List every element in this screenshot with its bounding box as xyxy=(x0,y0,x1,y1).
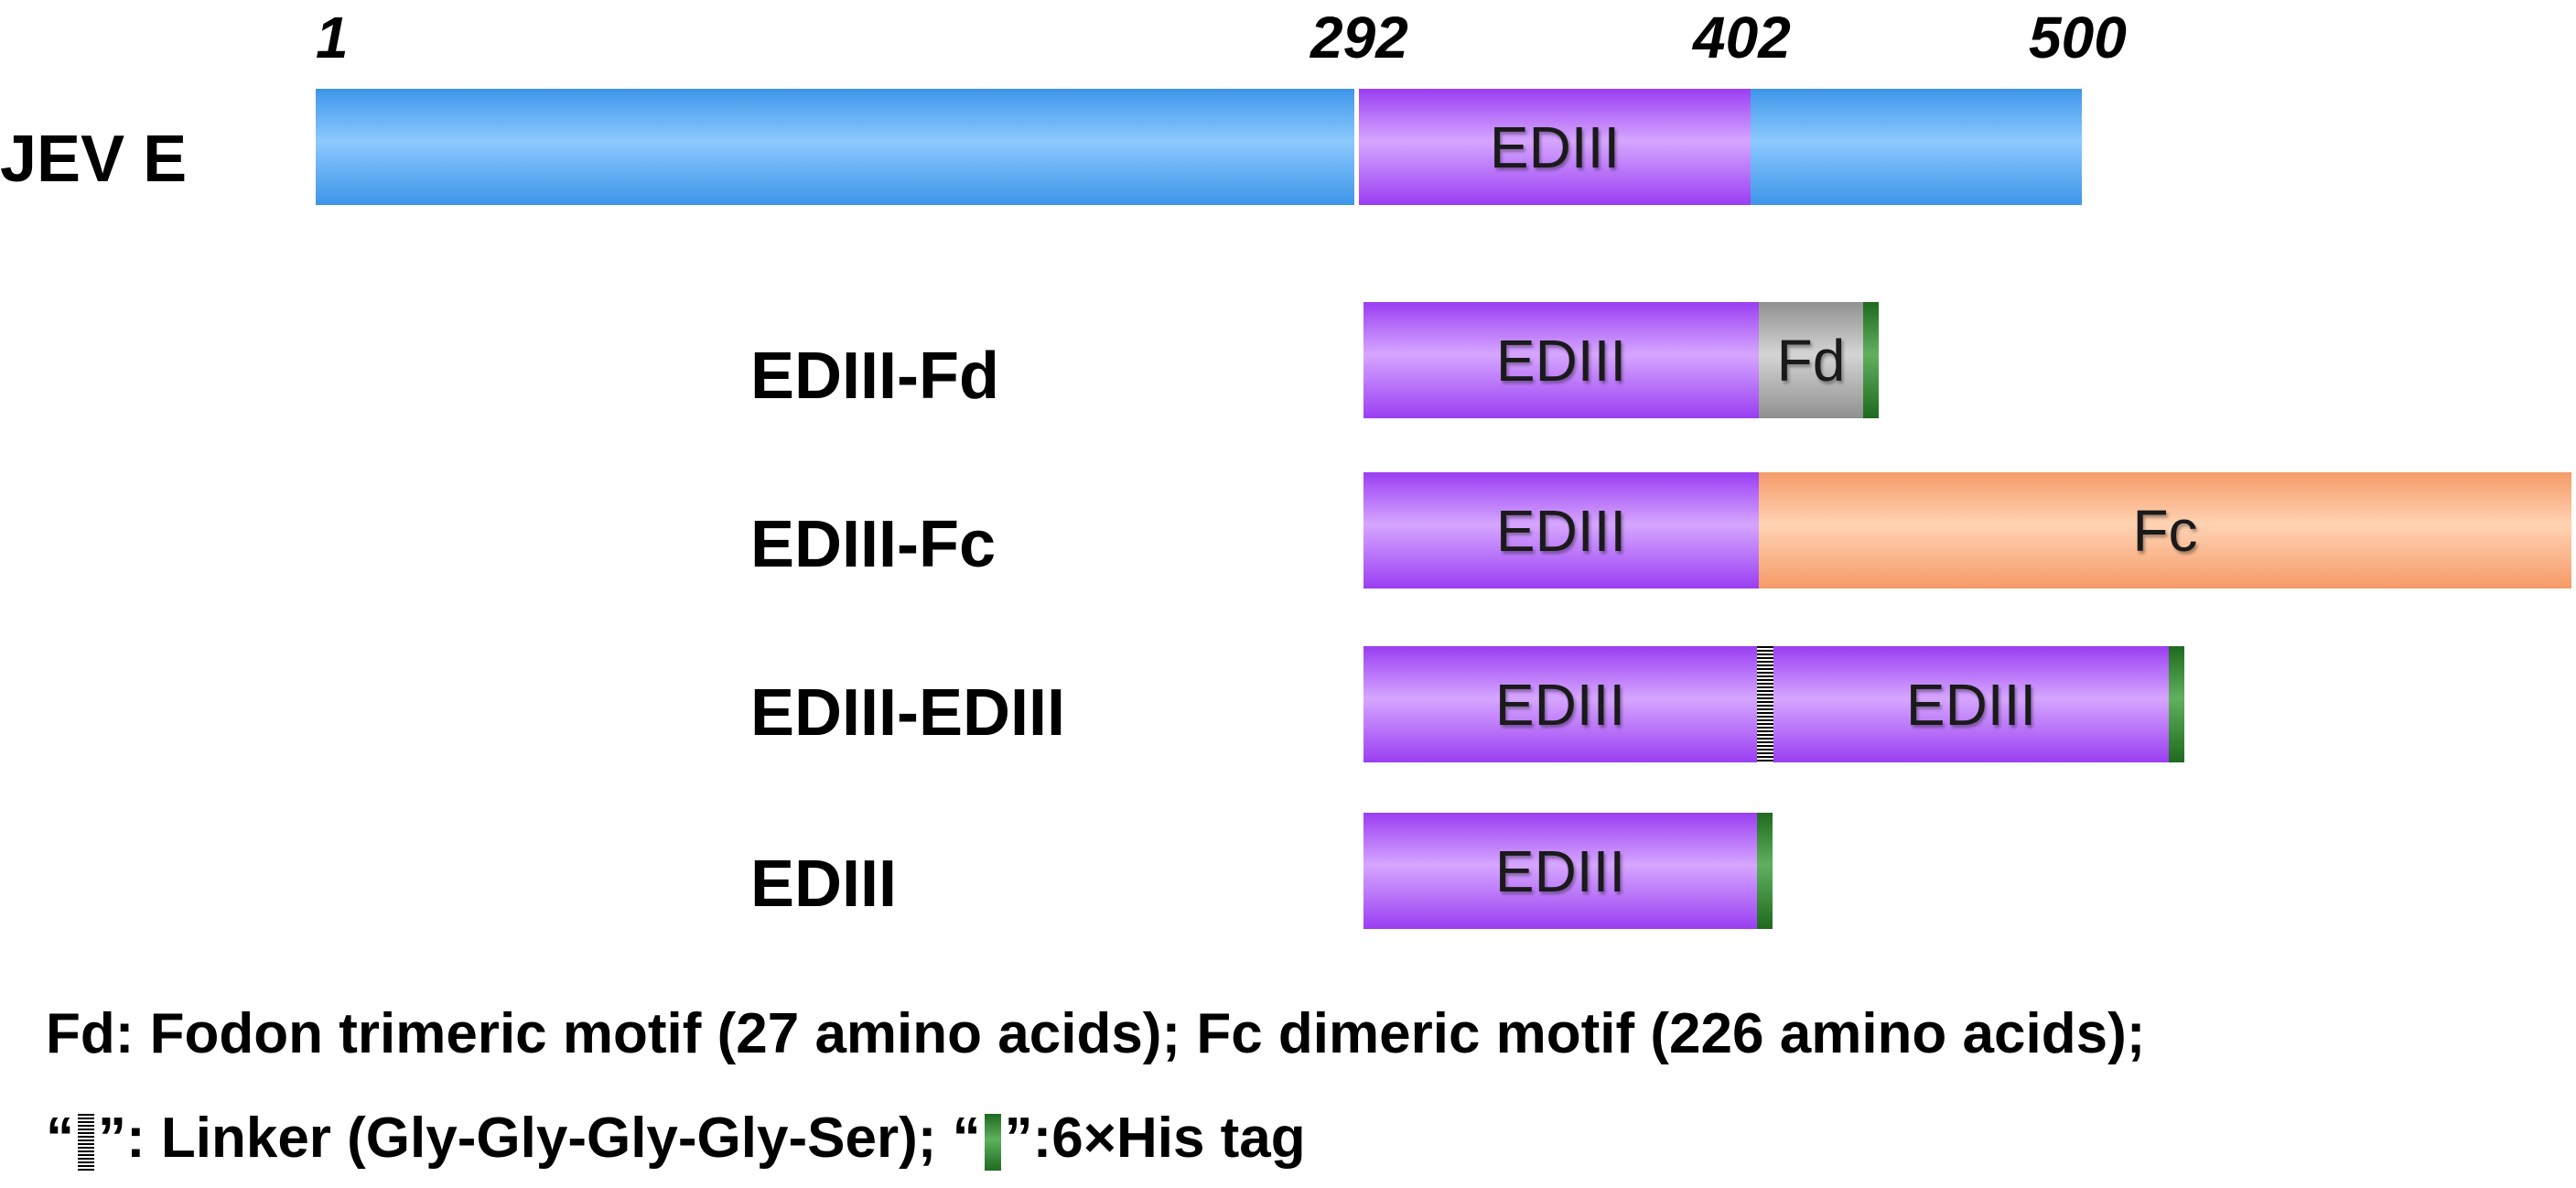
ediii-his-tag xyxy=(1757,813,1773,929)
legend-line-1: Fd: Fodon trimeric motif (27 amino acids… xyxy=(46,1002,2146,1065)
ediii-ediii-first-label: EDIII xyxy=(1494,671,1626,738)
ediii-fd-fd-label: Fd xyxy=(1776,327,1846,394)
jev-e-ediii-label: EDIII xyxy=(1489,113,1621,180)
ediii-fc-fc-label: Fc xyxy=(2132,497,2198,564)
ediii-ediii-his-tag xyxy=(2169,646,2184,762)
position-402-label: 402 xyxy=(1693,5,1791,70)
ediii-only-label: EDIII xyxy=(1494,837,1626,904)
legend-line-2: “ ”: Linker (Gly-Gly-Gly-Gly-Ser); “ ”:6×H… xyxy=(46,1106,1306,1171)
position-1-label: 1 xyxy=(316,5,349,70)
jev-e-ediii-domain: EDIII xyxy=(1359,89,1751,205)
ediii-fd-fd-segment: Fd xyxy=(1759,302,1863,418)
row-label-ediii-fd: EDIII-Fd xyxy=(750,340,999,413)
ediii-fc-ediii-label: EDIII xyxy=(1495,497,1627,564)
ediii-ediii-first-segment: EDIII xyxy=(1363,646,1757,762)
ediii-fd-ediii-segment: EDIII xyxy=(1363,302,1759,418)
position-292-label: 292 xyxy=(1310,5,1408,70)
legend-linker-text: ”: Linker (Gly-Gly-Gly-Gly-Ser); “ xyxy=(98,1107,981,1170)
legend-quote-open-1: “ xyxy=(46,1107,74,1170)
his-tag-legend-icon xyxy=(984,1113,1001,1171)
row-label-ediii-fc: EDIII-Fc xyxy=(750,508,997,581)
row-label-ediii: EDIII xyxy=(750,848,898,921)
jev-e-tail-bar xyxy=(1751,89,2082,205)
position-500-label: 500 xyxy=(2029,5,2127,70)
row-label-ediii-ediii: EDIII-EDIII xyxy=(750,676,1066,750)
ediii-ediii-second-label: EDIII xyxy=(1905,671,2037,738)
ediii-ediii-second-segment: EDIII xyxy=(1773,646,2169,762)
ediii-fc-ediii-segment: EDIII xyxy=(1363,472,1759,589)
linker-legend-icon xyxy=(78,1113,94,1171)
ediii-ediii-linker xyxy=(1757,646,1773,762)
ediii-fc-fc-segment: Fc xyxy=(1759,472,2571,589)
legend-his-text: ”:6×His tag xyxy=(1004,1107,1306,1170)
ediii-fd-ediii-label: EDIII xyxy=(1495,327,1627,394)
jev-e-full-bar xyxy=(316,89,1354,205)
ediii-fd-his-tag xyxy=(1863,302,1879,418)
row-label-jev-e: JEV E xyxy=(0,123,188,196)
ediii-only-segment: EDIII xyxy=(1363,813,1757,929)
